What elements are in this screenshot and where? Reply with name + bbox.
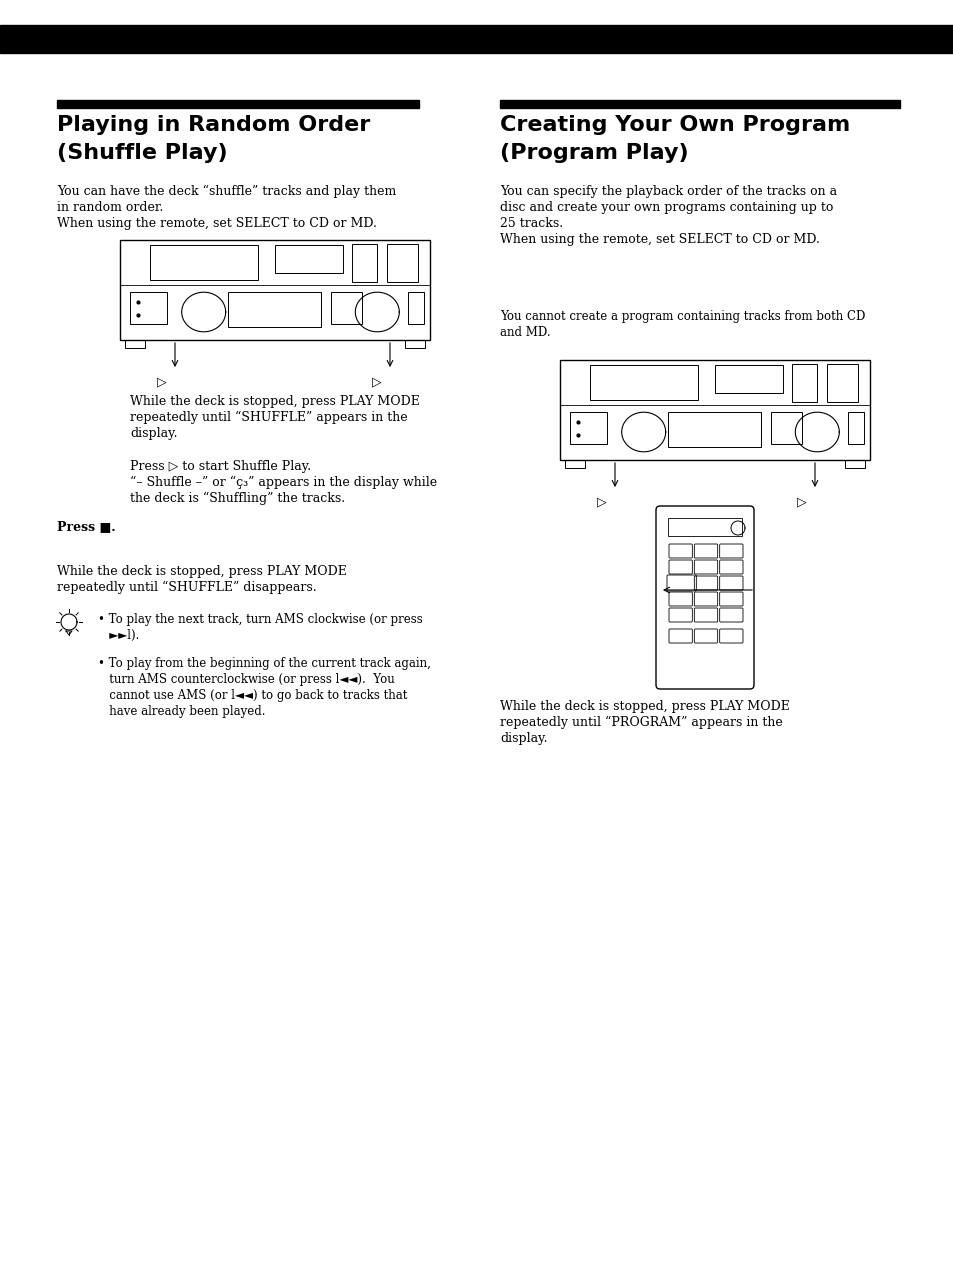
Text: When using the remote, set SELECT to CD or MD.: When using the remote, set SELECT to CD … bbox=[499, 233, 819, 246]
Text: While the deck is stopped, press PLAY MODE: While the deck is stopped, press PLAY MO… bbox=[130, 395, 419, 408]
Text: You can specify the playback order of the tracks on a: You can specify the playback order of th… bbox=[499, 185, 836, 197]
Text: (Program Play): (Program Play) bbox=[499, 143, 688, 163]
Text: have already been played.: have already been played. bbox=[98, 705, 265, 719]
Bar bbox=[792, 364, 817, 403]
Bar bbox=[405, 340, 424, 348]
Bar bbox=[274, 245, 343, 273]
Text: “– Shuffle –” or “ç₃” appears in the display while: “– Shuffle –” or “ç₃” appears in the dis… bbox=[130, 476, 436, 489]
Bar bbox=[668, 412, 760, 447]
Text: • To play from the beginning of the current track again,: • To play from the beginning of the curr… bbox=[98, 657, 431, 670]
Text: Playing in Random Order: Playing in Random Order bbox=[57, 115, 370, 135]
Bar bbox=[331, 292, 361, 324]
Text: While the deck is stopped, press PLAY MODE: While the deck is stopped, press PLAY MO… bbox=[57, 564, 347, 578]
Text: ▷: ▷ bbox=[372, 375, 381, 389]
Text: repeatedly until “SHUFFLE” appears in the: repeatedly until “SHUFFLE” appears in th… bbox=[130, 412, 407, 424]
Text: repeatedly until “SHUFFLE” disappears.: repeatedly until “SHUFFLE” disappears. bbox=[57, 581, 316, 594]
Text: When using the remote, set SELECT to CD or MD.: When using the remote, set SELECT to CD … bbox=[57, 217, 376, 231]
Text: and MD.: and MD. bbox=[499, 326, 550, 339]
Text: ▷: ▷ bbox=[597, 496, 606, 508]
Bar bbox=[589, 364, 698, 400]
Bar bbox=[386, 245, 417, 282]
Text: turn AMS counterclockwise (or press l◄◄).  You: turn AMS counterclockwise (or press l◄◄)… bbox=[98, 673, 395, 685]
Text: While the deck is stopped, press PLAY MODE: While the deck is stopped, press PLAY MO… bbox=[499, 699, 789, 713]
Bar bbox=[844, 460, 864, 468]
Text: Press ■.: Press ■. bbox=[57, 520, 115, 533]
Text: • To play the next track, turn AMS clockwise (or press: • To play the next track, turn AMS clock… bbox=[98, 613, 422, 626]
Bar bbox=[847, 412, 862, 445]
Text: You cannot create a program containing tracks from both CD: You cannot create a program containing t… bbox=[499, 310, 864, 324]
Bar bbox=[564, 460, 584, 468]
Bar bbox=[825, 364, 857, 403]
Bar bbox=[150, 245, 258, 280]
Text: cannot use AMS (or l◄◄) to go back to tracks that: cannot use AMS (or l◄◄) to go back to tr… bbox=[98, 689, 407, 702]
Bar bbox=[229, 292, 321, 327]
Text: ▷: ▷ bbox=[157, 375, 167, 389]
Text: (Shuffle Play): (Shuffle Play) bbox=[57, 143, 228, 163]
Bar bbox=[714, 364, 782, 392]
Bar bbox=[559, 361, 869, 460]
Text: display.: display. bbox=[130, 427, 177, 440]
Text: repeatedly until “PROGRAM” appears in the: repeatedly until “PROGRAM” appears in th… bbox=[499, 716, 781, 729]
Bar bbox=[130, 292, 167, 324]
Text: the deck is “Shuffling” the tracks.: the deck is “Shuffling” the tracks. bbox=[130, 492, 345, 506]
Bar bbox=[408, 292, 423, 324]
Text: in random order.: in random order. bbox=[57, 201, 163, 214]
Text: 25 tracks.: 25 tracks. bbox=[499, 217, 562, 231]
Bar bbox=[352, 245, 376, 282]
Text: You can have the deck “shuffle” tracks and play them: You can have the deck “shuffle” tracks a… bbox=[57, 185, 395, 199]
Text: display.: display. bbox=[499, 733, 547, 745]
Bar bbox=[569, 412, 606, 445]
Text: Press ▷ to start Shuffle Play.: Press ▷ to start Shuffle Play. bbox=[130, 460, 311, 473]
Bar bbox=[120, 240, 430, 340]
Bar bbox=[0, 25, 953, 54]
Bar bbox=[770, 412, 801, 445]
Bar bbox=[125, 340, 145, 348]
Text: ►►l).: ►►l). bbox=[98, 629, 139, 642]
Text: disc and create your own programs containing up to: disc and create your own programs contai… bbox=[499, 201, 833, 214]
Text: ▷: ▷ bbox=[796, 496, 806, 508]
Bar bbox=[57, 99, 418, 108]
Bar bbox=[667, 519, 741, 535]
Text: Creating Your Own Program: Creating Your Own Program bbox=[499, 115, 849, 135]
Bar bbox=[499, 99, 899, 108]
